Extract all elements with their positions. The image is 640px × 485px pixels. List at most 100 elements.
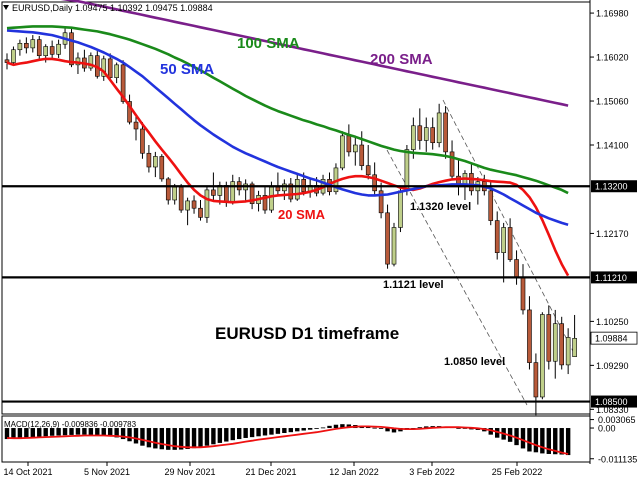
- macd-bar: [11, 428, 16, 439]
- candle-bear: [36, 39, 42, 56]
- candle-bear: [249, 183, 255, 204]
- candle-bull: [114, 64, 119, 78]
- macd-bar: [424, 426, 429, 429]
- macd-bar: [320, 427, 326, 429]
- macd-bar: [127, 428, 132, 442]
- macd-bar: [159, 428, 164, 450]
- candle-bear: [520, 277, 526, 311]
- candle-bull: [398, 190, 403, 228]
- macd-bar: [191, 428, 197, 449]
- sma20-label: 20 SMA: [278, 207, 326, 222]
- candle-bull: [11, 49, 16, 63]
- macd-label: MACD(12,26,9) -0.009836 -0.009783: [4, 420, 137, 429]
- candle-bull: [352, 144, 358, 153]
- candle-bear: [198, 207, 203, 218]
- macd-bar: [101, 428, 106, 436]
- macd-bar: [172, 428, 177, 450]
- candle-bear: [275, 186, 281, 192]
- macd-bar: [69, 428, 74, 435]
- macd-bar: [385, 428, 390, 432]
- candle-bear: [469, 173, 474, 192]
- 50-sma-line: [6, 29, 569, 226]
- macd-bar: [56, 428, 61, 436]
- candle-bear: [178, 186, 184, 211]
- macd-bar: [224, 428, 229, 442]
- chart-title: EURUSD D1 timeframe: [215, 324, 399, 343]
- level-1121-label: 1.1121 level: [383, 279, 444, 291]
- candle-bear: [127, 101, 132, 123]
- x-tick-label: 14 Oct 2021: [3, 467, 52, 477]
- macd-bar: [88, 428, 94, 435]
- candle-bear: [346, 135, 352, 153]
- candle-bear: [4, 59, 10, 63]
- sma200-label: 200 SMA: [370, 51, 433, 68]
- macd-bar: [488, 428, 493, 435]
- macd-bar: [262, 428, 268, 436]
- macd-bar: [514, 428, 519, 446]
- macd-bar: [230, 428, 235, 441]
- 200-sma-line: [60, 0, 569, 107]
- candle-bull: [540, 314, 545, 398]
- macd-bar: [520, 428, 526, 449]
- y-tick-label: 1.09290: [596, 361, 629, 371]
- candle-bear: [191, 200, 197, 209]
- candle-bear: [165, 178, 171, 201]
- sma50-label: 50 SMA: [160, 61, 214, 78]
- macd-bar: [30, 428, 35, 438]
- candle-bear: [385, 212, 390, 265]
- candle-bull: [411, 125, 416, 150]
- candle-bear: [488, 190, 494, 221]
- macd-bar: [462, 428, 468, 429]
- candle-bull: [436, 112, 442, 144]
- level-tag-text: 1.13200: [595, 182, 628, 192]
- x-tick-label: 3 Feb 2022: [409, 467, 455, 477]
- levels: 1.13200 1.11210 1.08500 1.09884: [2, 180, 638, 408]
- candle-bull: [501, 227, 506, 253]
- macd-bar: [217, 428, 223, 443]
- candle-bull: [404, 149, 410, 192]
- y-tick-label: 1.16980: [596, 9, 629, 19]
- macd-bar: [140, 428, 145, 446]
- candle-bull: [56, 43, 61, 55]
- macd-bar: [391, 428, 397, 433]
- candle-bear: [417, 125, 423, 141]
- candle-bear: [24, 43, 29, 49]
- collapse-triangle-icon[interactable]: [3, 5, 9, 10]
- macd-bar: [198, 428, 203, 448]
- macd-bar: [346, 424, 352, 429]
- macd-bar: [527, 428, 532, 452]
- macd-bar: [204, 428, 210, 446]
- candle-bear: [224, 185, 229, 203]
- macd-bar: [133, 428, 139, 444]
- symbol-info: EURUSD,Daily 1.09475 1.10392 1.09475 1.0…: [12, 3, 213, 13]
- candle-bear: [211, 189, 216, 196]
- macd-bar: [95, 428, 100, 436]
- macd-signal-line: [6, 425, 569, 455]
- macd-bar: [24, 428, 29, 438]
- level-tag: [591, 395, 637, 408]
- candle-bull: [43, 46, 49, 56]
- macd-bar: [275, 428, 281, 434]
- candle-bear: [262, 195, 268, 211]
- macd-bar: [75, 428, 81, 435]
- macd-bar: [120, 428, 126, 440]
- candle-bull: [282, 183, 287, 192]
- axes: 1.16980 1.16020 1.15060 1.14100 1.12170 1.102…: [3, 9, 628, 477]
- candle-bull: [294, 179, 300, 200]
- macd-bar: [288, 428, 293, 433]
- macd-bar: [166, 428, 171, 450]
- candle-bull: [565, 337, 571, 366]
- candle-bear: [527, 309, 532, 363]
- candle-bear: [140, 128, 145, 154]
- y-tick-label: 1.15060: [596, 97, 629, 107]
- current-price-tag: [590, 331, 638, 345]
- candle-bear: [359, 144, 365, 166]
- macd-bar: [333, 424, 339, 429]
- candle-bull: [423, 127, 429, 141]
- level-tag: [591, 180, 637, 193]
- candle-bull: [552, 323, 558, 362]
- candle-bear: [365, 165, 371, 176]
- candle-bear: [288, 183, 294, 200]
